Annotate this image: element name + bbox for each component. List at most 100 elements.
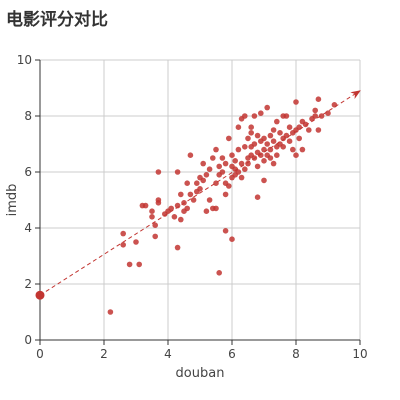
scatter-point (178, 216, 184, 223)
scatter-point (264, 104, 271, 111)
scatter-point (190, 197, 197, 203)
y-tick-label: 8 (24, 109, 32, 123)
scatter-point (267, 146, 274, 153)
scatter-point (299, 146, 306, 153)
scatter-point (251, 155, 258, 161)
scatter-point (174, 244, 181, 251)
scatter-point (226, 183, 232, 189)
scatter-point (280, 144, 287, 150)
scatter-point (261, 146, 267, 153)
scatter-point (238, 174, 245, 181)
x-tick-label: 2 (100, 347, 108, 361)
scatter-point (315, 127, 322, 133)
scatter-point (149, 208, 155, 214)
scatter-point (216, 163, 222, 170)
scatter-point (155, 169, 162, 175)
scatter-point (302, 121, 309, 128)
scatter-point (261, 135, 267, 142)
scatter-point (296, 135, 303, 142)
scatter-point (293, 152, 299, 158)
scatter-point (235, 169, 242, 175)
scatter-point (318, 113, 325, 119)
scatter-point (187, 191, 194, 198)
scatter-point (331, 102, 338, 108)
scatter-point (222, 228, 229, 234)
scatter-point (120, 242, 126, 248)
scatter-point (152, 233, 158, 240)
scatter-point (270, 138, 277, 144)
trend-line-start-marker (35, 290, 45, 300)
x-tick-label: 6 (228, 347, 236, 361)
scatter-point (184, 180, 190, 186)
scatter-point (194, 180, 200, 186)
scatter-point (210, 155, 216, 161)
scatter-point (264, 141, 271, 147)
scatter-point (171, 214, 178, 220)
scatter-point (248, 124, 254, 130)
y-tick-label: 4 (24, 221, 32, 235)
scatter-point (274, 118, 280, 125)
scatter-point (178, 191, 184, 198)
scatter-point (254, 132, 261, 139)
scatter-point (286, 124, 293, 130)
scatter-point (245, 135, 251, 142)
grid-lines (40, 59, 361, 340)
scatter-point (219, 169, 226, 175)
scatter-point (149, 214, 155, 220)
scatter-point (107, 309, 114, 315)
scatter-point (315, 96, 322, 102)
scatter-point (142, 202, 149, 209)
scatter-point (155, 197, 162, 203)
scatter-point (245, 160, 251, 167)
scatter-point (213, 180, 219, 186)
tick-labels: 0 2 4 6 8 10 0 2 4 6 8 10 (17, 53, 368, 361)
scatter-point (267, 132, 274, 139)
scatter-point (187, 152, 194, 158)
scatter-point (133, 239, 139, 245)
scatter-point (296, 124, 303, 130)
x-tick-label: 0 (36, 347, 44, 361)
chart-title: 电影评分对比 (6, 10, 108, 30)
scatter-point (120, 230, 126, 237)
scatter-point (181, 200, 187, 206)
scatter-point (312, 107, 319, 114)
scatter-point (270, 160, 277, 167)
scatter-point (226, 135, 232, 142)
scatter-point (274, 152, 280, 158)
trend-layer (35, 90, 361, 300)
scatter-point (216, 270, 222, 276)
scatter-point (213, 146, 219, 153)
scatter-point (235, 146, 242, 153)
x-axis-label: douban (176, 366, 225, 381)
scatter-point (203, 208, 210, 214)
y-tick-label: 2 (24, 277, 32, 291)
x-tick-label: 8 (292, 347, 300, 361)
scatter-point (206, 166, 213, 172)
x-tick-label: 4 (164, 347, 172, 361)
scatter-point (286, 138, 293, 144)
y-tick-label: 10 (17, 53, 32, 67)
scatter-point (222, 160, 229, 167)
y-axis-label: imdb (5, 184, 20, 217)
scatter-point (126, 261, 133, 268)
scatter-point (219, 155, 226, 161)
scatter-point (152, 222, 158, 228)
scatter-point (261, 158, 267, 164)
scatter-point (222, 191, 229, 198)
data-points (107, 96, 338, 315)
scatter-point (238, 160, 245, 167)
scatter-point (206, 197, 213, 203)
scatter-point (261, 177, 267, 184)
scatter-point (242, 113, 248, 119)
scatter-point (136, 261, 142, 268)
y-tick-label: 6 (24, 165, 32, 179)
scatter-point (283, 113, 290, 119)
scatter-point (290, 146, 296, 153)
scatter-point (242, 166, 248, 172)
scatter-point (267, 155, 274, 161)
scatter-point (277, 130, 283, 136)
scatter-point (270, 127, 277, 133)
scatter-point (248, 130, 254, 136)
scatter-point (203, 172, 210, 178)
